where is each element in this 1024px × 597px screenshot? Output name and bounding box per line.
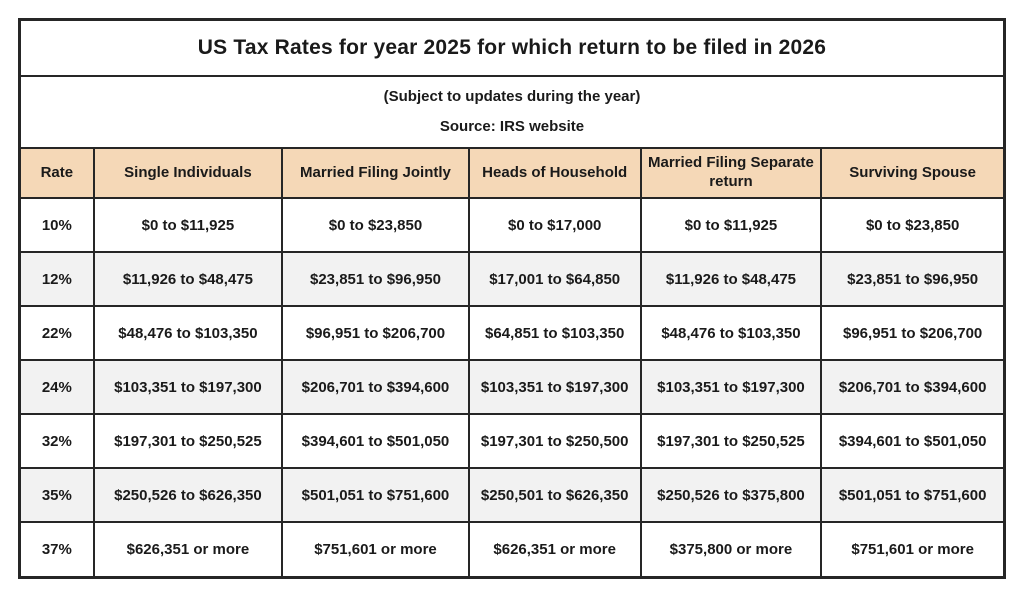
rate-cell: 22% xyxy=(21,305,95,361)
page-title: US Tax Rates for year 2025 for which ret… xyxy=(21,21,1003,77)
col-header-single-individuals: Single Individuals xyxy=(92,147,284,199)
table-row: 37% $626,351 or more $751,601 or more $626,… xyxy=(21,521,1003,576)
bracket-cell: $23,851 to $96,950 xyxy=(820,251,1003,307)
rate-cell: 24% xyxy=(21,359,95,415)
col-header-heads-of-household: Heads of Household xyxy=(467,147,642,199)
rate-cell: 10% xyxy=(21,197,95,253)
bracket-cell: $103,351 to $197,300 xyxy=(467,359,642,415)
bracket-cell: $501,051 to $751,600 xyxy=(820,467,1003,523)
bracket-cell: $394,601 to $501,050 xyxy=(281,413,470,469)
bracket-cell: $375,800 or more xyxy=(639,521,823,576)
tax-table-frame: US Tax Rates for year 2025 for which ret… xyxy=(18,18,1006,579)
tax-rates-table: Rate Single Individuals Married Filing J… xyxy=(21,147,1003,576)
col-header-surviving-spouse: Surviving Spouse xyxy=(820,147,1003,199)
bracket-cell: $197,301 to $250,525 xyxy=(639,413,823,469)
bracket-cell: $197,301 to $250,500 xyxy=(467,413,642,469)
bracket-cell: $0 to $11,925 xyxy=(639,197,823,253)
bracket-cell: $0 to $23,850 xyxy=(281,197,470,253)
rate-cell: 32% xyxy=(21,413,95,469)
bracket-cell: $0 to $11,925 xyxy=(92,197,284,253)
bracket-cell: $206,701 to $394,600 xyxy=(281,359,470,415)
bracket-cell: $103,351 to $197,300 xyxy=(639,359,823,415)
rate-cell: 35% xyxy=(21,467,95,523)
bracket-cell: $48,476 to $103,350 xyxy=(639,305,823,361)
bracket-cell: $48,476 to $103,350 xyxy=(92,305,284,361)
rate-cell: 37% xyxy=(21,521,95,576)
bracket-cell: $751,601 or more xyxy=(820,521,1003,576)
bracket-cell: $751,601 or more xyxy=(281,521,470,576)
bracket-cell: $11,926 to $48,475 xyxy=(92,251,284,307)
bracket-cell: $250,501 to $626,350 xyxy=(467,467,642,523)
table-row: 12% $11,926 to $48,475 $23,851 to $96,950 $… xyxy=(21,251,1003,307)
subtitle-note: (Subject to updates during the year) xyxy=(383,88,641,106)
table-body: 10% $0 to $11,925 $0 to $23,850 $0 to $17,0… xyxy=(21,197,1003,576)
col-header-married-filing-jointly: Married Filing Jointly xyxy=(281,147,470,199)
table-row: 32% $197,301 to $250,525 $394,601 to $501,… xyxy=(21,413,1003,469)
bracket-cell: $0 to $17,000 xyxy=(467,197,642,253)
bracket-cell: $394,601 to $501,050 xyxy=(820,413,1003,469)
table-row: 35% $250,526 to $626,350 $501,051 to $751,… xyxy=(21,467,1003,523)
source-note: Source: IRS website xyxy=(439,118,585,136)
bracket-cell: $11,926 to $48,475 xyxy=(639,251,823,307)
bracket-cell: $96,951 to $206,700 xyxy=(281,305,470,361)
header-row: Rate Single Individuals Married Filing J… xyxy=(21,147,1003,199)
col-header-married-filing-separate: Married Filing Separate return xyxy=(639,147,823,199)
table-row: 24% $103,351 to $197,300 $206,701 to $394,… xyxy=(21,359,1003,415)
col-header-rate: Rate xyxy=(21,147,95,199)
subtitle-block: (Subject to updates during the year) Sou… xyxy=(21,77,1003,147)
bracket-cell: $103,351 to $197,300 xyxy=(92,359,284,415)
bracket-cell: $23,851 to $96,950 xyxy=(281,251,470,307)
bracket-cell: $206,701 to $394,600 xyxy=(820,359,1003,415)
bracket-cell: $197,301 to $250,525 xyxy=(92,413,284,469)
table-row: 22% $48,476 to $103,350 $96,951 to $206,70… xyxy=(21,305,1003,361)
rate-cell: 12% xyxy=(21,251,95,307)
bracket-cell: $96,951 to $206,700 xyxy=(820,305,1003,361)
bracket-cell: $626,351 or more xyxy=(467,521,642,576)
bracket-cell: $250,526 to $375,800 xyxy=(639,467,823,523)
bracket-cell: $17,001 to $64,850 xyxy=(467,251,642,307)
bracket-cell: $0 to $23,850 xyxy=(820,197,1003,253)
bracket-cell: $626,351 or more xyxy=(92,521,284,576)
bracket-cell: $64,851 to $103,350 xyxy=(467,305,642,361)
bracket-cell: $250,526 to $626,350 xyxy=(92,467,284,523)
bracket-cell: $501,051 to $751,600 xyxy=(281,467,470,523)
table-row: 10% $0 to $11,925 $0 to $23,850 $0 to $17,0… xyxy=(21,197,1003,253)
